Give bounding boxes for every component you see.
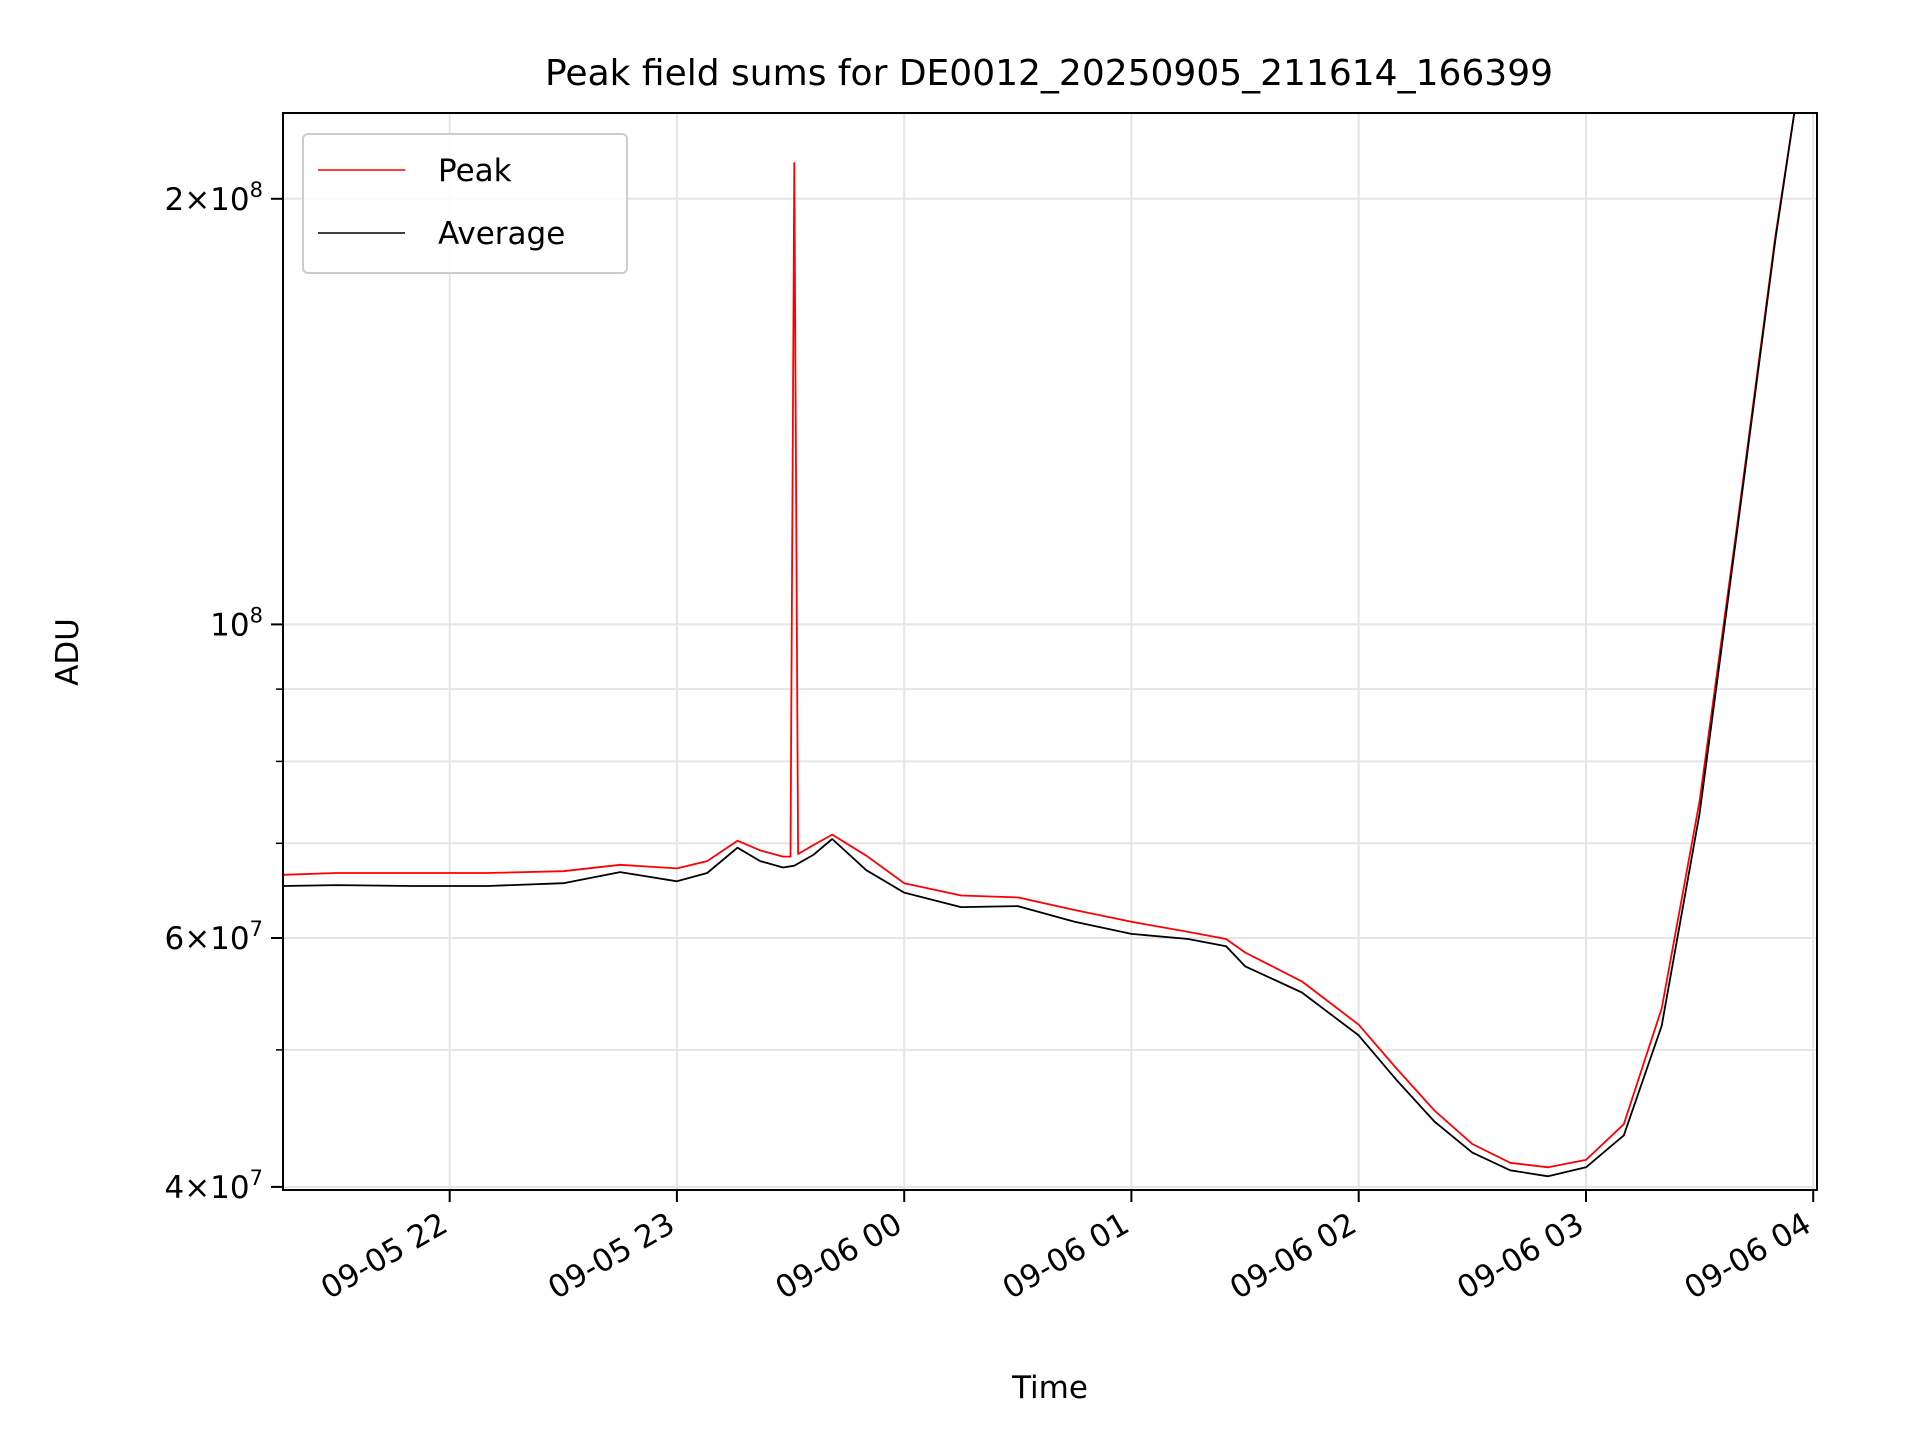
y-tick-label: 6×107 — [164, 917, 263, 957]
legend-label-peak: Peak — [438, 153, 512, 189]
y-axis-label: ADU — [50, 618, 86, 686]
chart-title: Peak field sums for DE0012_20250905_2116… — [545, 53, 1553, 94]
legend: Peak Average — [302, 133, 628, 274]
y-axis: 4×107 6×107 108 2×108 — [164, 178, 283, 1206]
legend-box — [302, 133, 628, 274]
y-tick-label: 2×108 — [164, 178, 263, 218]
x-axis-label: Time — [1011, 1370, 1088, 1406]
y-tick-label: 4×107 — [164, 1166, 263, 1206]
series-line-average — [283, 113, 1796, 1178]
plot-area — [283, 113, 1796, 1178]
legend-label-average: Average — [438, 216, 565, 252]
series-line-peak — [283, 113, 1796, 1169]
plot-frame — [282, 112, 1818, 1191]
y-tick-label: 108 — [210, 603, 263, 643]
